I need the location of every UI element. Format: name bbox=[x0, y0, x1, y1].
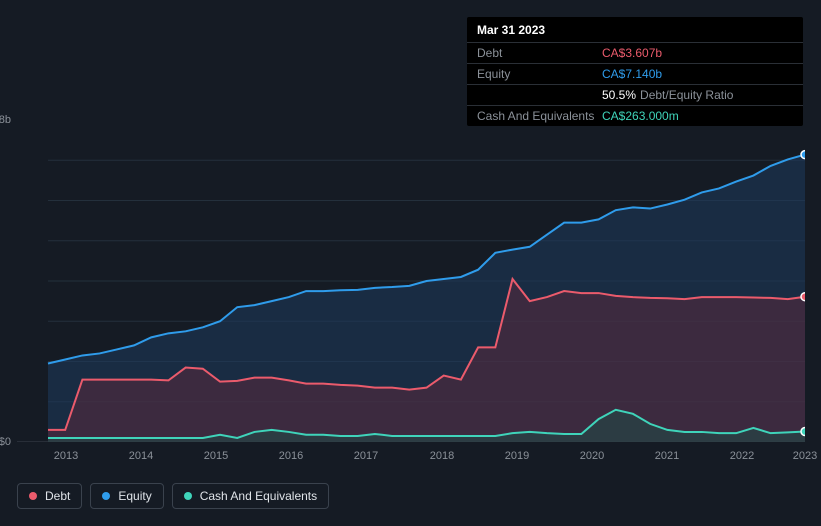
x-axis-tick: 2018 bbox=[430, 450, 454, 462]
legend-dot-icon bbox=[29, 492, 37, 500]
x-axis-tick: 2022 bbox=[730, 450, 754, 462]
tooltip-row-value: CA$7.140b bbox=[602, 67, 662, 81]
tooltip-row: 50.5% Debt/Equity Ratio bbox=[467, 84, 803, 105]
x-axis-tick: 2023 bbox=[793, 450, 817, 462]
legend-dot-icon bbox=[102, 492, 110, 500]
equity-end-dot bbox=[801, 151, 805, 159]
tooltip-row-value: CA$3.607b bbox=[602, 46, 662, 60]
legend-item-cash[interactable]: Cash And Equivalents bbox=[172, 483, 329, 509]
legend-item-label: Cash And Equivalents bbox=[200, 489, 317, 503]
tooltip-row-label bbox=[477, 88, 602, 102]
legend-item-label: Debt bbox=[45, 489, 70, 503]
x-axis-tick: 2014 bbox=[129, 450, 153, 462]
tooltip-row: EquityCA$7.140b bbox=[467, 63, 803, 84]
chart-legend: Debt Equity Cash And Equivalents bbox=[17, 483, 329, 509]
legend-item-equity[interactable]: Equity bbox=[90, 483, 163, 509]
tooltip-row-value: 50.5% bbox=[602, 88, 636, 102]
tooltip-date: Mar 31 2023 bbox=[467, 23, 803, 42]
tooltip-row-suffix: Debt/Equity Ratio bbox=[640, 88, 733, 102]
chart-container: Mar 31 2023 DebtCA$3.607bEquityCA$7.140b… bbox=[0, 0, 821, 526]
x-axis-tick: 2019 bbox=[505, 450, 529, 462]
x-axis-tick: 2021 bbox=[655, 450, 679, 462]
x-axis-tick: 2017 bbox=[354, 450, 378, 462]
legend-dot-icon bbox=[184, 492, 192, 500]
tooltip-row: DebtCA$3.607b bbox=[467, 42, 803, 63]
y-axis-top-label: CA$8b bbox=[0, 114, 11, 126]
chart-svg[interactable] bbox=[17, 120, 805, 442]
x-axis-tick: 2013 bbox=[54, 450, 78, 462]
tooltip-row-label: Equity bbox=[477, 67, 602, 81]
tooltip-row-label: Debt bbox=[477, 46, 602, 60]
chart-tooltip: Mar 31 2023 DebtCA$3.607bEquityCA$7.140b… bbox=[467, 17, 803, 126]
x-axis-tick: 2015 bbox=[204, 450, 228, 462]
legend-item-label: Equity bbox=[118, 489, 151, 503]
legend-item-debt[interactable]: Debt bbox=[17, 483, 82, 509]
x-axis-tick: 2016 bbox=[279, 450, 303, 462]
cash-end-dot bbox=[801, 428, 805, 436]
y-axis-bottom-label: CA$0 bbox=[0, 436, 11, 448]
debt-end-dot bbox=[801, 293, 805, 301]
x-axis-tick: 2020 bbox=[580, 450, 604, 462]
chart-plot: CA$8b CA$0 bbox=[17, 120, 805, 442]
